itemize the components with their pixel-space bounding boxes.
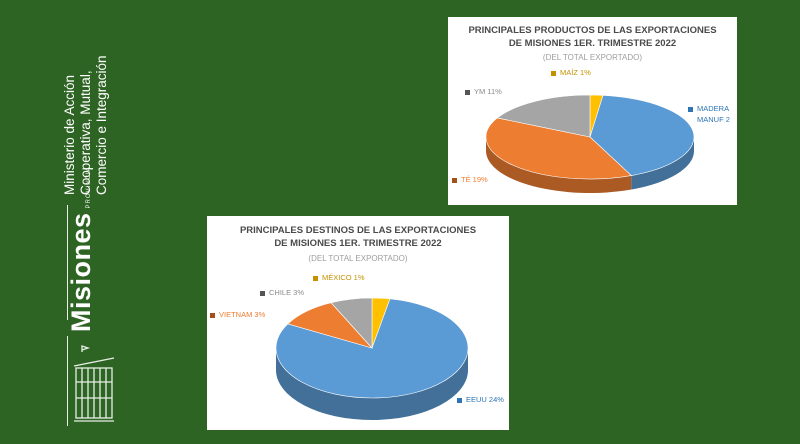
pie-slice-side	[631, 137, 694, 190]
pie-slice	[275, 298, 469, 399]
slice-label: TÉ 19%	[452, 175, 488, 184]
slice-label: MÉXICO 1%	[313, 273, 365, 282]
slice-label: VIETNAM 3%	[210, 310, 265, 319]
brand-sub: PROVINCIA	[86, 166, 92, 209]
legend-swatch	[313, 275, 318, 281]
slice-label: MADERA MANUF 2	[688, 103, 730, 125]
products-pie-chart	[485, 94, 695, 194]
legend-swatch	[452, 177, 457, 183]
chart-title-line: DE MISIONES 1ER. TRIMESTRE 2022	[274, 238, 442, 249]
sidebar: Ministerio de Acción Cooperativa, Mutual…	[0, 0, 135, 444]
slice-label: EEUU 24%	[457, 395, 504, 404]
pie-slice	[485, 117, 632, 180]
pie-slice-side	[276, 348, 468, 420]
ministry-line: Comercio e Integración	[94, 55, 109, 195]
legend-swatch	[465, 89, 470, 95]
chart-title-line: PRINCIPALES PRODUCTOS DE LAS EXPORTACION…	[468, 25, 717, 36]
brand-logo-text: Misiones PROVINCIA	[66, 166, 97, 332]
chart-subtitle: (DEL TOTAL EXPORTADO)	[542, 53, 643, 62]
legend-swatch	[210, 312, 215, 318]
chart-title: PRINCIPALES PRODUCTOS DE LAS EXPORTACION…	[448, 24, 737, 50]
chart-title-line: DE MISIONES 1ER. TRIMESTRE 2022	[508, 38, 677, 49]
slice-label: MAÍZ 1%	[551, 68, 591, 77]
chart-card-destinations: PRINCIPALES DESTINOS DE LAS EXPORTACIONE…	[207, 216, 509, 430]
legend-swatch	[551, 70, 556, 76]
brand-name: Misiones	[66, 212, 96, 332]
chart-card-products: PRINCIPALES PRODUCTOS DE LAS EXPORTACION…	[448, 17, 737, 205]
divider	[67, 336, 68, 426]
slice-label: CHILE 3%	[260, 288, 304, 297]
pie-slice	[496, 94, 591, 138]
legend-swatch	[688, 106, 693, 112]
legend-swatch	[260, 290, 265, 296]
pie-slice	[589, 95, 695, 176]
destinations-pie-chart	[275, 297, 469, 420]
chart-title: PRINCIPALES DESTINOS DE LAS EXPORTACIONE…	[207, 224, 509, 250]
chart-title-line: PRINCIPALES DESTINOS DE LAS EXPORTACIONE…	[239, 225, 477, 236]
ministry-line: Ministerio de Acción	[62, 74, 77, 195]
chart-subtitle: (DEL TOTAL EXPORTADO)	[308, 254, 408, 263]
slice-label: YM 11%	[465, 87, 502, 96]
government-building-icon	[73, 345, 115, 422]
pie-slice	[330, 297, 373, 349]
legend-swatch	[457, 397, 462, 403]
divider	[67, 205, 68, 320]
